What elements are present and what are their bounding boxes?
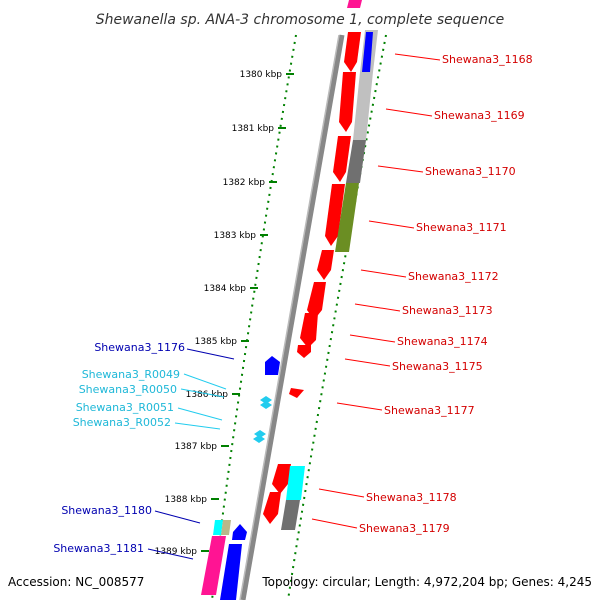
cds-1176 [265,356,280,375]
cds-1173 [307,282,326,320]
label-shewana3-1170[interactable]: Shewana3_1170 [425,165,516,178]
topology-text: Topology: circular; Length: 4,972,204 bp… [261,575,592,589]
backbone-highlight [239,34,340,600]
kbp-tick-label: 1383 kbp [214,231,257,241]
cds-1168 [344,32,361,72]
label-shewana3-r0049[interactable]: Shewana3_R0049 [82,368,180,381]
label-shewana3-1178[interactable]: Shewana3_1178 [366,491,457,504]
cds-1172 [317,250,334,280]
gene-labels: Shewana3_1168 Shewana3_1169 Shewana3_117… [53,53,532,555]
label-shewana3-1181[interactable]: Shewana3_1181 [53,542,144,555]
inner-tick-track [287,34,387,600]
label-shewana3-1172[interactable]: Shewana3_1172 [408,270,499,283]
cds-1171 [325,184,345,246]
block-lightgray-2 [353,72,373,140]
rna-r0052 [253,435,265,443]
block-khaki-left [221,520,231,535]
label-shewana3-1175[interactable]: Shewana3_1175 [392,360,483,373]
cds-1169 [339,72,356,132]
cds-1170 [333,136,351,182]
kbp-tick-label: 1387 kbp [175,442,218,452]
block-gray-2 [281,500,300,530]
kbp-tick-label: 1386 kbp [186,390,229,400]
label-shewana3-1174[interactable]: Shewana3_1174 [397,335,488,348]
leader-lines [147,53,441,560]
label-shewana3-1173[interactable]: Shewana3_1173 [402,304,493,317]
cds-1180 [232,524,247,540]
label-shewana3-r0052[interactable]: Shewana3_R0052 [73,416,171,429]
label-shewana3-1171[interactable]: Shewana3_1171 [416,221,507,234]
block-olive [335,183,359,252]
outer-tick-track [211,34,297,600]
label-shewana3-1176[interactable]: Shewana3_1176 [94,341,185,354]
label-shewana3-1180[interactable]: Shewana3_1180 [61,504,152,517]
block-cyan [286,466,305,500]
kbp-tick-label: 1382 kbp [223,178,266,188]
feature-magenta-top [347,0,362,8]
cds-1177 [289,388,304,398]
backbone-line [240,34,345,600]
reverse-features [201,356,280,600]
accession-text: Accession: NC_008577 [8,575,144,589]
block-magenta-left [201,536,226,595]
block-gray [346,140,366,183]
map-title: Shewanella sp. ANA-3 chromosome 1, compl… [96,12,505,28]
cds-1175 [297,345,311,358]
cds-1178 [272,464,291,494]
cds-1181 [220,544,242,600]
rna-r0050 [260,401,272,409]
rna-r0049 [260,396,272,404]
label-shewana3-r0051[interactable]: Shewana3_R0051 [76,401,174,414]
label-shewana3-r0050[interactable]: Shewana3_R0050 [79,383,177,396]
inner-strand-blocks [281,30,378,530]
label-shewana3-1179[interactable]: Shewana3_1179 [359,522,450,535]
block-blue [362,32,373,72]
kbp-tick-label: 1384 kbp [204,284,247,294]
kbp-tick-label: 1380 kbp [240,70,283,80]
block-cyan-left [213,520,223,535]
rna-r0051 [254,430,266,438]
label-shewana3-1177[interactable]: Shewana3_1177 [384,404,475,417]
cds-1179 [263,492,281,524]
cds-1174 [300,313,318,348]
kbp-tick-label: 1389 kbp [155,547,198,557]
label-shewana3-1169[interactable]: Shewana3_1169 [434,109,525,122]
kbp-tick-label: 1388 kbp [165,495,208,505]
kbp-ticks: 1380 kbp 1381 kbp 1382 kbp 1383 kbp 1384 kbp… [155,70,294,557]
forward-cds-features [263,0,362,524]
kbp-tick-label: 1385 kbp [195,337,238,347]
kbp-tick-label: 1381 kbp [232,124,275,134]
label-shewana3-1168[interactable]: Shewana3_1168 [442,53,533,66]
